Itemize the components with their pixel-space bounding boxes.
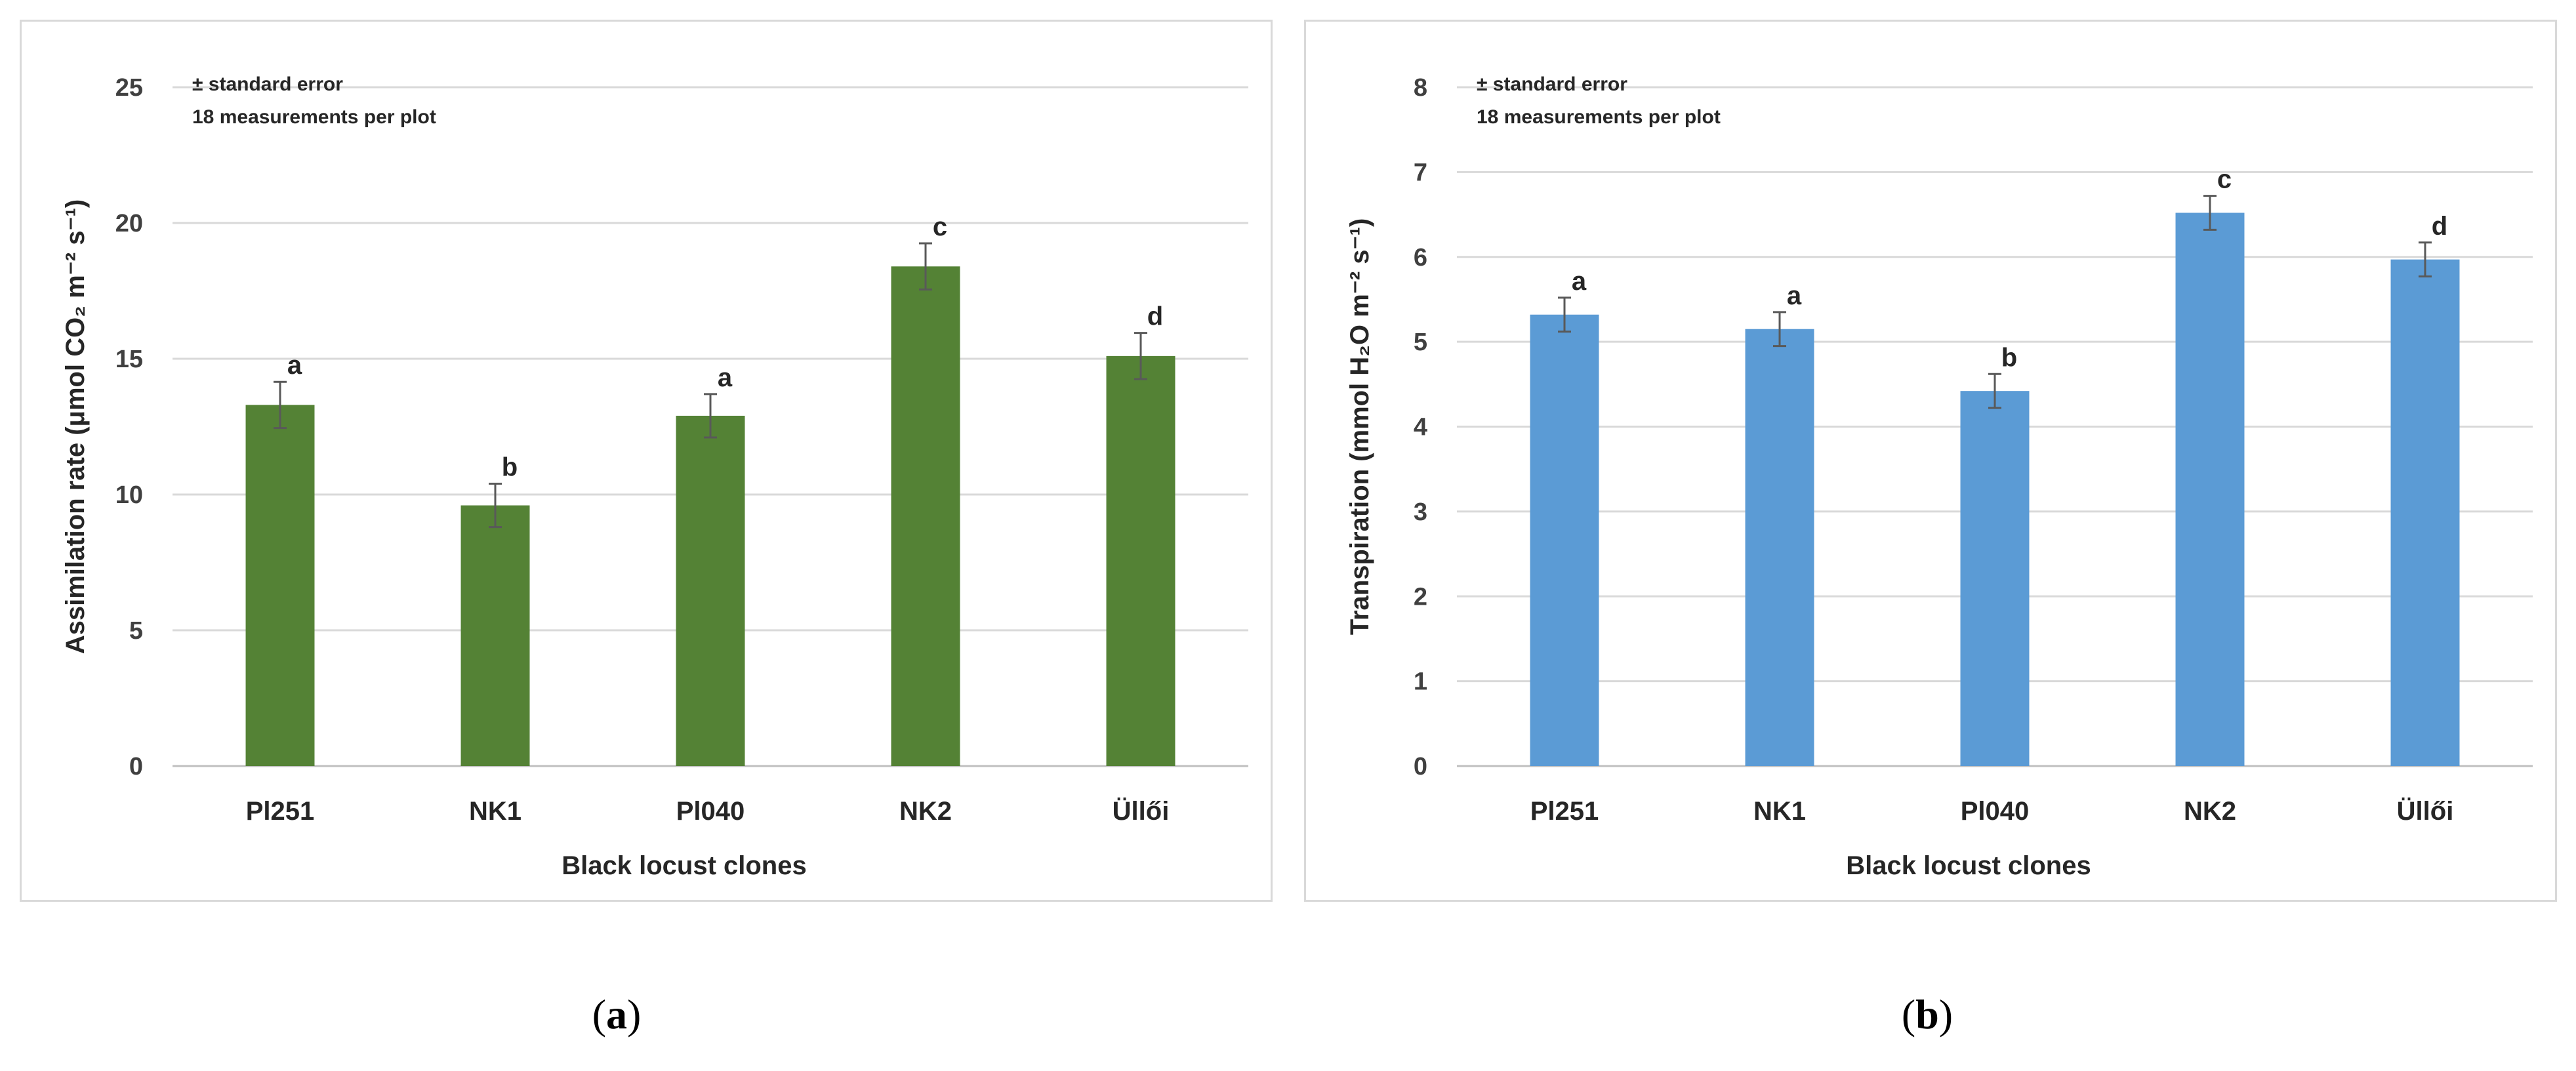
y-axis-label: Transpiration (mmol H₂O m⁻² s⁻¹) xyxy=(1345,218,1374,636)
x-tick-label: Üllői xyxy=(1113,796,1170,826)
bar xyxy=(2390,259,2460,767)
bar xyxy=(2175,212,2245,767)
x-tick-label: Pl251 xyxy=(1530,797,1599,826)
y-tick-label: 0 xyxy=(1414,753,1427,780)
caption-b-letter: b xyxy=(1915,991,1939,1038)
x-tick-label: Üllői xyxy=(2397,796,2454,826)
bar xyxy=(891,266,960,766)
bar xyxy=(460,505,530,766)
caption-b: (b) xyxy=(1901,991,1953,1038)
annotation-text: 18 measurements per plot xyxy=(1477,106,1721,128)
y-tick-label: 4 xyxy=(1414,414,1427,441)
bar xyxy=(245,405,315,766)
bar xyxy=(1106,355,1176,766)
y-tick-label: 5 xyxy=(129,617,143,645)
significance-letter: d xyxy=(2432,212,2447,241)
y-tick-label: 5 xyxy=(1414,329,1427,356)
chart-panel-a: 0 5 10 15 20 25 a Pl251 b NK1 a Pl040 c NK2 d Üllői Blac… xyxy=(20,20,1273,902)
chart-panel-b: 0 1 2 3 4 5 6 7 8 a Pl251 a NK1 b Pl040 c NK2 d Üllői Black… xyxy=(1304,20,2557,902)
annotation-text: ± standard error xyxy=(192,73,343,95)
annotation-text: 18 measurements per plot xyxy=(192,106,436,128)
y-tick-label: 0 xyxy=(129,753,143,780)
x-axis-label: Black locust clones xyxy=(562,851,806,880)
bar xyxy=(676,415,745,766)
chart-a: 0 5 10 15 20 25 a Pl251 b NK1 a Pl040 c NK2 d Üllői Blac… xyxy=(61,73,1248,880)
significance-letter: b xyxy=(502,453,518,481)
y-tick-label: 1 xyxy=(1414,668,1427,696)
x-tick-label: NK1 xyxy=(469,797,521,826)
x-tick-label: Pl040 xyxy=(676,797,745,826)
caption-a-letter: a xyxy=(606,991,627,1038)
significance-letter: a xyxy=(1787,281,1802,310)
y-tick-label: 25 xyxy=(115,74,143,102)
x-axis-label: Black locust clones xyxy=(1846,851,2091,880)
chart-b: 0 1 2 3 4 5 6 7 8 a Pl251 a NK1 b Pl040 c NK2 d Üllői Black… xyxy=(1345,73,2533,880)
y-tick-label: 15 xyxy=(115,346,143,373)
x-tick-label: NK1 xyxy=(1753,797,1806,826)
y-tick-label: 6 xyxy=(1414,244,1427,272)
significance-letter: a xyxy=(718,363,733,392)
x-tick-label: NK2 xyxy=(899,797,952,826)
significance-letter: a xyxy=(1572,267,1587,296)
bar xyxy=(1530,314,1599,767)
significance-letter: a xyxy=(287,351,302,380)
annotation-text: ± standard error xyxy=(1477,73,1627,95)
y-tick-label: 7 xyxy=(1414,159,1427,186)
y-tick-label: 3 xyxy=(1414,498,1427,526)
bar xyxy=(1960,391,2030,766)
caption-a: (a) xyxy=(592,991,642,1038)
significance-letter: c xyxy=(933,212,947,241)
y-tick-label: 8 xyxy=(1414,74,1427,102)
y-tick-label: 10 xyxy=(115,481,143,509)
y-tick-label: 2 xyxy=(1414,583,1427,611)
x-tick-label: NK2 xyxy=(2184,797,2236,826)
y-tick-label: 20 xyxy=(115,210,143,237)
bar xyxy=(1745,329,1814,766)
x-tick-label: Pl040 xyxy=(1961,797,2030,826)
y-axis-label: Assimilation rate (μmol CO₂ m⁻² s⁻¹) xyxy=(61,199,90,654)
x-tick-label: Pl251 xyxy=(246,797,315,826)
significance-letter: c xyxy=(2217,165,2232,194)
significance-letter: b xyxy=(2001,343,2017,372)
significance-letter: d xyxy=(1147,302,1163,331)
